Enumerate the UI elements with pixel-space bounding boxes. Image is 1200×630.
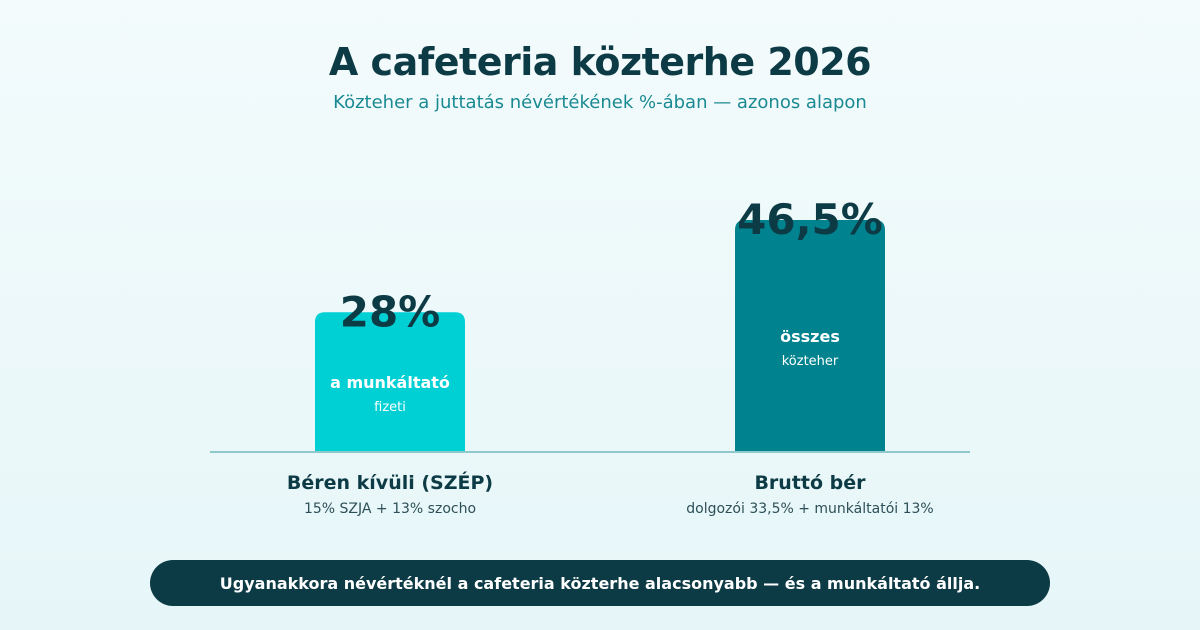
- chart-title: A cafeteria közterhe 2026: [328, 40, 872, 84]
- footer-text: Ugyanakkora névértéknél a cafeteria közt…: [219, 573, 981, 593]
- value-label-1: 28%: [340, 287, 441, 336]
- category-label-2: Bruttó bér: [754, 472, 866, 494]
- footer-banner: Ugyanakkora névértéknél a cafeteria közt…: [150, 560, 1050, 606]
- bar-inner-sublabel-2: közteher: [782, 354, 839, 369]
- chart-subtitle: Közteher a juttatás névértékének %-ában …: [333, 92, 867, 113]
- value-label-2: 46,5%: [737, 195, 883, 244]
- bar-inner-label-1: a munkáltató: [330, 373, 450, 392]
- bar-1: [315, 312, 465, 452]
- bar-2: [735, 220, 885, 452]
- bar-inner-label-2: összes: [780, 327, 840, 346]
- category-note-1: 15% SZJA + 13% szocho: [304, 501, 476, 517]
- category-note-2: dolgozói 33,5% + munkáltatói 13%: [686, 501, 933, 517]
- bar-inner-sublabel-1: fizeti: [374, 400, 406, 415]
- category-label-1: Béren kívüli (SZÉP): [287, 471, 493, 494]
